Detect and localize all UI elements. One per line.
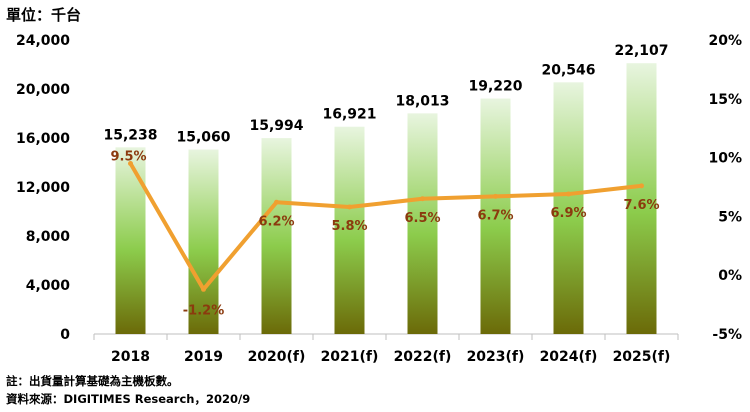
shipment-growth-chart: 0 4,000 8,000 12,000 16,000 20,000 24,000 -5% 0%… — [16, 33, 742, 365]
growth-rate-point — [128, 160, 133, 166]
bar-value-label: 19,220 — [468, 79, 522, 95]
y-left-tick-label: 4,000 — [26, 278, 71, 294]
growth-rate-point — [493, 193, 498, 199]
growth-rate-point — [566, 191, 571, 197]
growth-rate-point — [347, 204, 352, 210]
growth-rate-line — [128, 161, 644, 292]
growth-rate-label: 5.8% — [331, 219, 367, 234]
bar-value-label: 22,107 — [614, 43, 668, 59]
growth-rate-label: 7.6% — [623, 198, 659, 213]
y-left-tick-label: 0 — [60, 327, 70, 343]
y-right-tick-label: 0% — [718, 268, 742, 284]
bar-value-label: 16,921 — [322, 107, 376, 123]
bar-value-label: 15,238 — [103, 127, 157, 143]
x-tick-label: 2021(f) — [321, 349, 379, 365]
bar-value-label: 15,994 — [249, 118, 303, 134]
x-tick-label: 2020(f) — [248, 349, 306, 365]
y-right-tick-label: 5% — [718, 209, 742, 225]
source-note: 資料來源：DIGITIMES Research，2020/9 — [6, 392, 251, 406]
x-tick-label: 2018 — [111, 349, 150, 365]
y-left-tick-label: 8,000 — [26, 229, 71, 245]
growth-rate-label: 6.7% — [477, 208, 513, 223]
growth-rate-label: 6.2% — [258, 214, 294, 229]
shipment-bar — [553, 82, 584, 335]
shipment-bar — [480, 98, 511, 335]
x-tick-label: 2022(f) — [394, 349, 452, 365]
y-right-tick-label: 20% — [708, 33, 742, 49]
bar-value-label: 15,060 — [176, 130, 230, 146]
growth-rate-label: -1.2% — [183, 303, 224, 318]
shipment-bar — [188, 149, 219, 334]
growth-rate-point — [420, 196, 425, 202]
y-right-tick-label: -5% — [712, 327, 742, 343]
shipment-bar — [626, 63, 657, 335]
y-left-tick-label: 12,000 — [16, 180, 70, 196]
unit-label: 單位：千台 — [6, 6, 82, 24]
x-tick-label: 2023(f) — [467, 349, 525, 365]
y-right-tick-label: 15% — [708, 92, 742, 108]
growth-rate-point — [201, 286, 206, 292]
bar-value-label: 18,013 — [395, 93, 449, 109]
y-left-tick-label: 24,000 — [16, 33, 70, 49]
growth-rate-label: 6.9% — [550, 206, 586, 221]
shipment-bar — [261, 138, 292, 334]
growth-rate-point — [639, 183, 644, 189]
footnote: 註：出貨量計算基礎為主機板數。 — [6, 374, 179, 388]
shipment-bar — [334, 126, 365, 335]
growth-rate-label: 9.5% — [110, 149, 146, 164]
y-left-tick-label: 20,000 — [16, 82, 70, 98]
growth-rate-point — [274, 199, 279, 205]
x-tick-label: 2025(f) — [613, 349, 671, 365]
growth-rate-label: 6.5% — [404, 211, 440, 226]
x-tick-label: 2024(f) — [540, 349, 598, 365]
shipment-bar — [115, 147, 146, 334]
x-tick-label: 2019 — [184, 349, 223, 365]
bar-value-label: 20,546 — [541, 62, 595, 78]
shipment-bar — [407, 113, 438, 334]
y-left-tick-label: 16,000 — [16, 131, 70, 147]
y-right-tick-label: 10% — [708, 151, 742, 167]
